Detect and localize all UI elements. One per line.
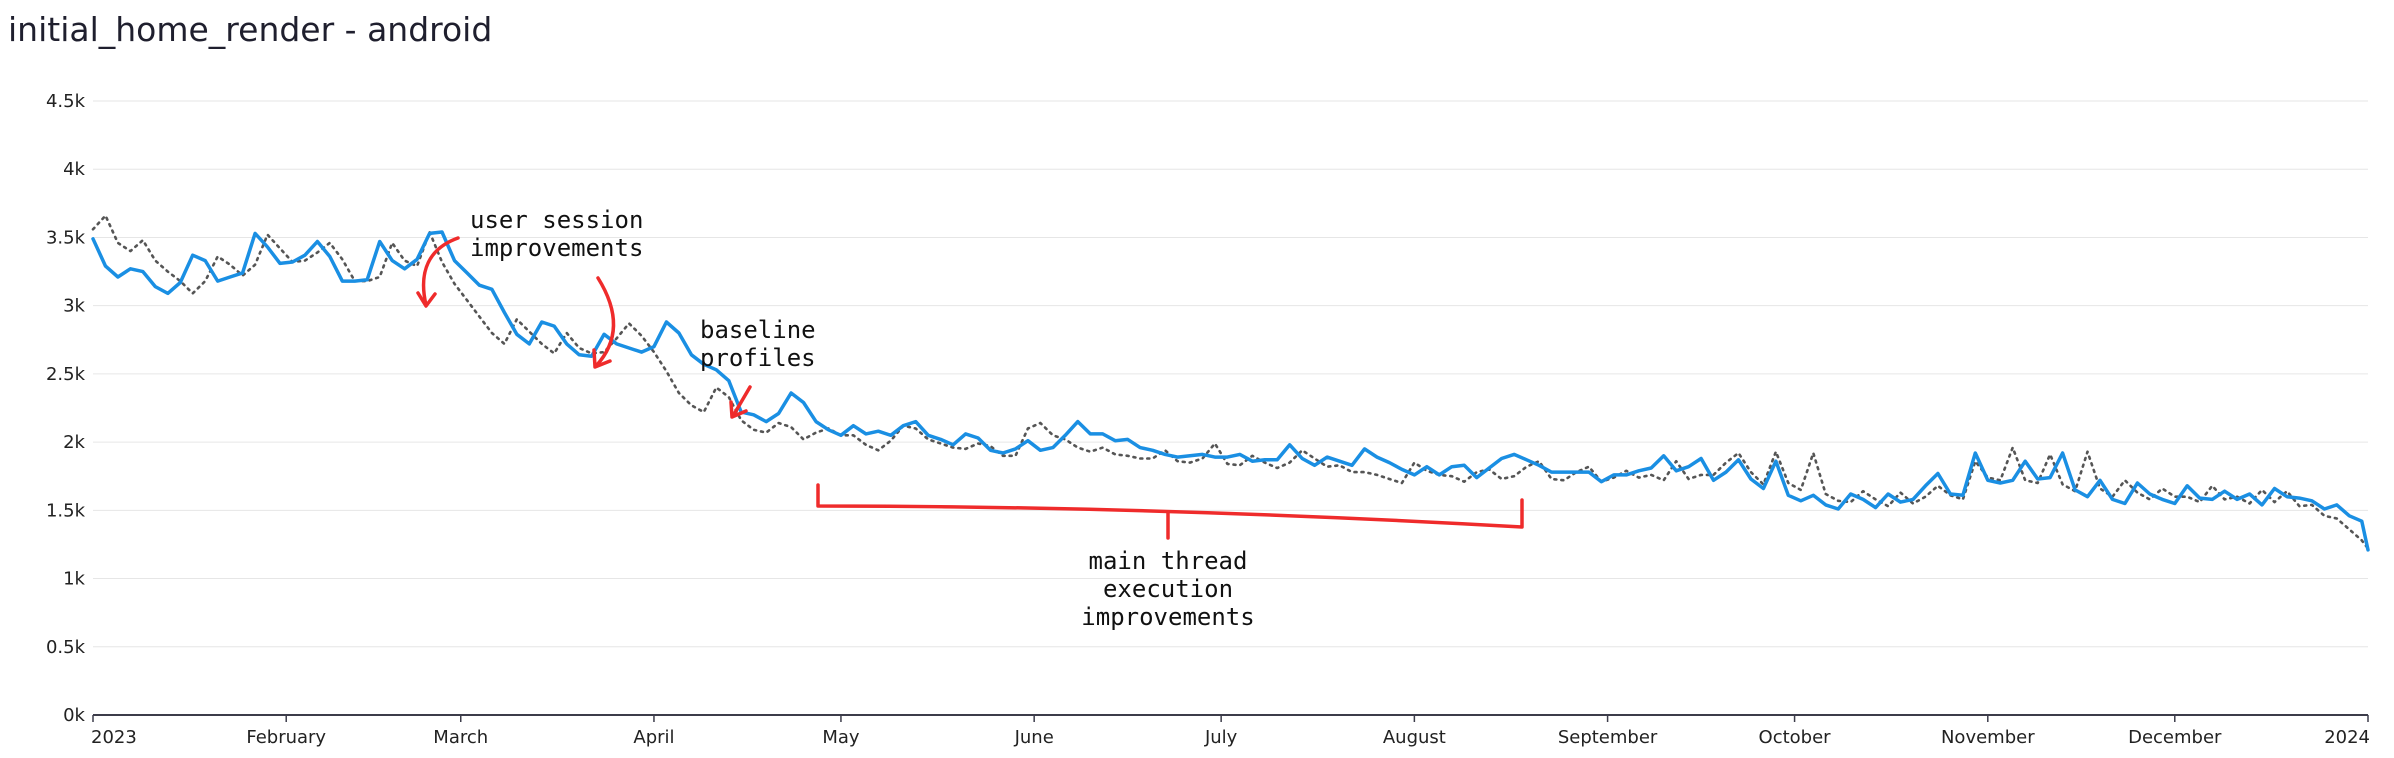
- y-tick-label: 0.5k: [46, 637, 86, 658]
- x-tick-label: November: [1941, 727, 2035, 748]
- y-tick-label: 2.5k: [46, 364, 86, 385]
- x-tick-label: 2023: [91, 727, 137, 748]
- series-lines: [91, 214, 2370, 552]
- annotation-baseline-profiles-line: profiles: [700, 344, 816, 372]
- gridlines: [93, 100, 2368, 648]
- annotation-baseline-profiles-line: baseline: [700, 316, 816, 344]
- annotation-arrowhead: [416, 291, 437, 308]
- y-axis: 0k 0.5k 1k 1.5k 2k 2.5k 3k 3.5k 4k 4.5k: [46, 91, 86, 726]
- y-tick-label: 1k: [63, 569, 85, 590]
- x-tick-label: April: [633, 727, 674, 748]
- x-tick-label: February: [246, 727, 326, 748]
- x-tick-label: 2024: [2324, 727, 2370, 748]
- y-tick-label: 4k: [63, 159, 85, 180]
- series-line-dotted: [91, 214, 2370, 550]
- annotation-arrowhead: [729, 400, 748, 419]
- annotation-bracket: [816, 483, 1524, 529]
- chart-title: initial_home_render - android: [8, 10, 493, 49]
- x-tick-label: March: [433, 727, 488, 748]
- y-tick-label: 3k: [63, 296, 85, 317]
- x-tick-label: May: [822, 727, 860, 748]
- x-tick-label: September: [1558, 727, 1658, 748]
- annotation-arrow: [731, 385, 752, 418]
- x-tick-label: June: [1014, 727, 1054, 748]
- x-tick-label: July: [1204, 727, 1238, 748]
- y-tick-label: 3.5k: [46, 227, 86, 248]
- x-axis: 2023 February March April May June July August S…: [91, 714, 2370, 748]
- series-line-solid: [91, 230, 2370, 552]
- y-tick-label: 2k: [63, 432, 85, 453]
- annotation-user-session-line: improvements: [470, 234, 643, 262]
- y-tick-label: 0k: [63, 705, 85, 726]
- x-tick-label: October: [1759, 727, 1832, 748]
- x-tick-label: December: [2128, 727, 2222, 748]
- annotation-arrow: [421, 236, 460, 307]
- x-tick-label: August: [1383, 727, 1446, 748]
- annotation-user-session-line: user session: [470, 206, 643, 234]
- y-tick-label: 1.5k: [46, 500, 86, 521]
- annotation-main-thread-line: execution: [1103, 575, 1233, 603]
- annotation-arrow: [594, 276, 616, 368]
- annotation-main-thread-line: improvements: [1081, 603, 1254, 631]
- annotation-main-thread-line: main thread: [1089, 547, 1248, 575]
- annotations: user sessionimprovementsbaselineprofiles…: [416, 206, 1524, 631]
- y-tick-label: 4.5k: [46, 91, 86, 112]
- annotation-arrowhead: [592, 348, 612, 369]
